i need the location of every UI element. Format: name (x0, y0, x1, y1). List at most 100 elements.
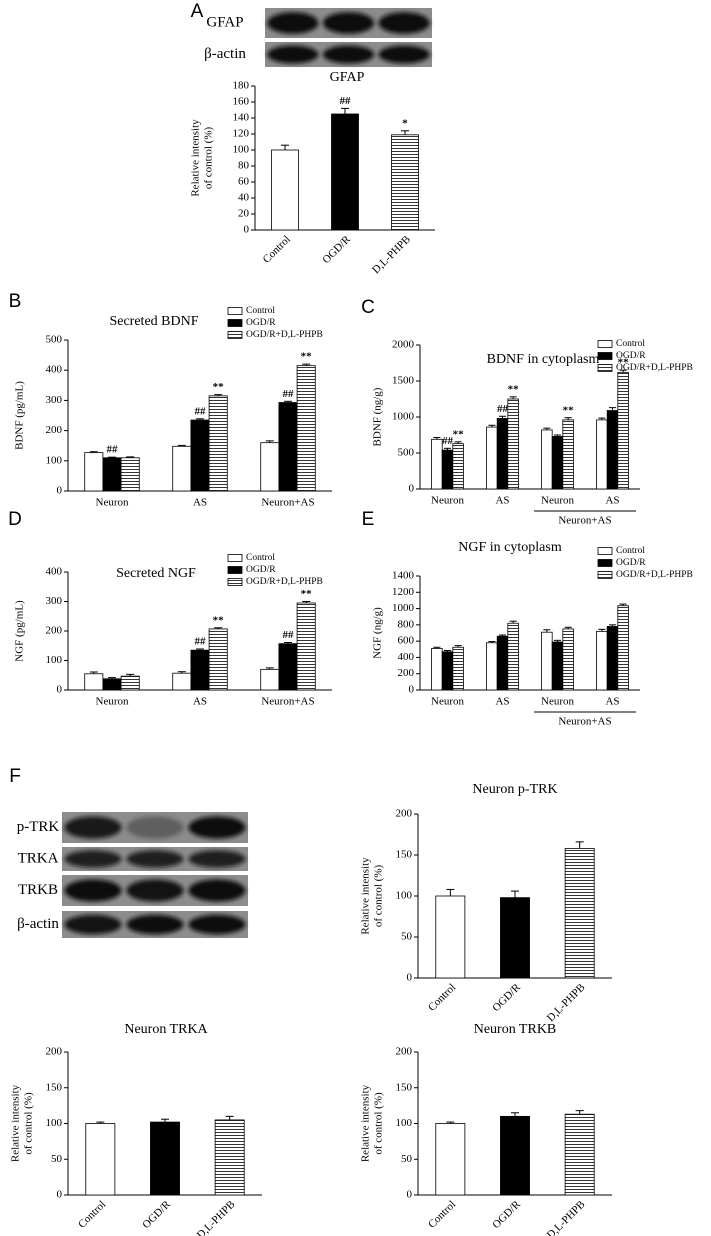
bar (208, 628, 228, 691)
bar (606, 626, 619, 691)
x-tick-label: Control (426, 981, 458, 1013)
y-tick-label: 1000 (392, 602, 415, 614)
y-axis-label: Relative intensity (360, 1084, 372, 1162)
legend-label: OGD/R (616, 558, 646, 568)
bar (190, 419, 210, 492)
bar (278, 402, 298, 492)
blot-band (188, 850, 246, 868)
legend-swatch (597, 547, 613, 555)
blot-band (64, 850, 122, 868)
bar (441, 449, 454, 490)
bar (551, 436, 564, 490)
bar (507, 622, 519, 691)
x-tick-label: AS (495, 495, 509, 507)
blot-band (126, 850, 184, 868)
legend-swatch (597, 559, 613, 567)
bar (84, 452, 104, 492)
legend-swatch (227, 331, 243, 339)
blot-band (188, 914, 246, 935)
bar (500, 897, 530, 979)
y-tick-label: 0 (57, 1189, 63, 1201)
bar (208, 395, 228, 492)
y-axis-label: of control (%) (373, 865, 385, 928)
legend-label: OGD/R (616, 351, 646, 361)
blot-band (267, 12, 319, 34)
x-tick-label: Neuron (96, 696, 129, 708)
y-tick-label: 60 (238, 176, 250, 188)
y-axis-label: BDNF (ng/g) (372, 387, 384, 446)
y-tick-label: 180 (233, 80, 250, 92)
panel-letter: D (8, 509, 22, 530)
x-tick-label: D,L-PHPB (370, 233, 413, 276)
bar (296, 365, 316, 492)
y-tick-label: 0 (409, 684, 415, 696)
y-tick-label: 100 (396, 1117, 413, 1129)
x-tick-label: Neuron+AS (261, 696, 314, 708)
blot-label: TRKA (18, 850, 59, 866)
chart-panel: C BDNF in cytoplasm BDNF (ng/g) 0 500 1000 150… (361, 297, 693, 527)
bar (172, 445, 192, 492)
bar (562, 419, 574, 490)
legend-swatch (597, 364, 613, 372)
x-tick-label: Control (76, 1198, 108, 1230)
chart-title: NGF in cytoplasm (458, 540, 562, 555)
bar (271, 149, 299, 231)
y-tick-label: 1400 (392, 570, 415, 582)
significance-mark: ## (283, 388, 295, 400)
chart-panel: Neuron TRKA Relative intensity of control … (10, 1022, 262, 1236)
legend-swatch (227, 307, 243, 315)
panel-letter: E (362, 509, 375, 530)
bar (120, 675, 140, 691)
legend-swatch (597, 571, 613, 579)
y-axis-label: NGF (pg/mL) (14, 600, 26, 662)
y-tick-label: 20 (238, 208, 250, 220)
chart-title: Neuron TRKB (474, 1022, 557, 1037)
bar (102, 457, 122, 492)
y-tick-label: 200 (398, 667, 415, 679)
y-tick-label: 500 (398, 447, 415, 459)
bar (500, 1115, 530, 1196)
x-tick-label: AS (193, 696, 207, 708)
bar (431, 648, 443, 691)
chart-title: Neuron TRKA (124, 1022, 208, 1037)
panel-letter: A (191, 1, 204, 22)
bar (564, 1113, 595, 1196)
chart-title: BDNF in cytoplasm (487, 352, 600, 367)
x-tick-label: Neuron (96, 497, 129, 509)
y-axis-label: NGF (ng/g) (372, 607, 384, 659)
y-tick-label: 150 (46, 1081, 63, 1093)
y-tick-label: 0 (57, 684, 63, 696)
legend-label: Control (616, 339, 645, 349)
bar (617, 605, 629, 691)
y-tick-label: 100 (396, 890, 413, 902)
bar (551, 641, 564, 691)
x-tick-label: Neuron (431, 696, 464, 708)
bar (172, 672, 192, 691)
legend-label: OGD/R+D,L-PHPB (616, 570, 693, 580)
y-axis-label: of control (%) (373, 1092, 385, 1155)
bar (435, 1123, 466, 1196)
bar (496, 418, 509, 490)
significance-mark: ** (618, 357, 630, 369)
y-axis-label: Relative intensity (190, 119, 202, 197)
bar (452, 443, 464, 490)
y-axis-label: BDNF (pg/mL) (14, 381, 26, 450)
panel-letter: C (361, 297, 375, 318)
legend-swatch (227, 554, 243, 562)
group-label: Neuron+AS (558, 515, 611, 527)
panel-letter: B (9, 291, 22, 312)
bar (596, 630, 608, 691)
y-tick-label: 50 (401, 1153, 413, 1165)
blot-band (126, 816, 184, 839)
y-tick-label: 2000 (392, 339, 415, 351)
x-tick-label: D,L-PHPB (545, 981, 588, 1024)
y-tick-label: 500 (46, 334, 63, 346)
y-tick-label: 600 (398, 635, 415, 647)
y-tick-label: 300 (46, 595, 63, 607)
y-axis-label: Relative intensity (10, 1084, 22, 1162)
bar (562, 628, 574, 691)
blot-band (378, 12, 430, 34)
bar (278, 643, 298, 691)
bar (564, 848, 595, 979)
bar (596, 419, 608, 490)
